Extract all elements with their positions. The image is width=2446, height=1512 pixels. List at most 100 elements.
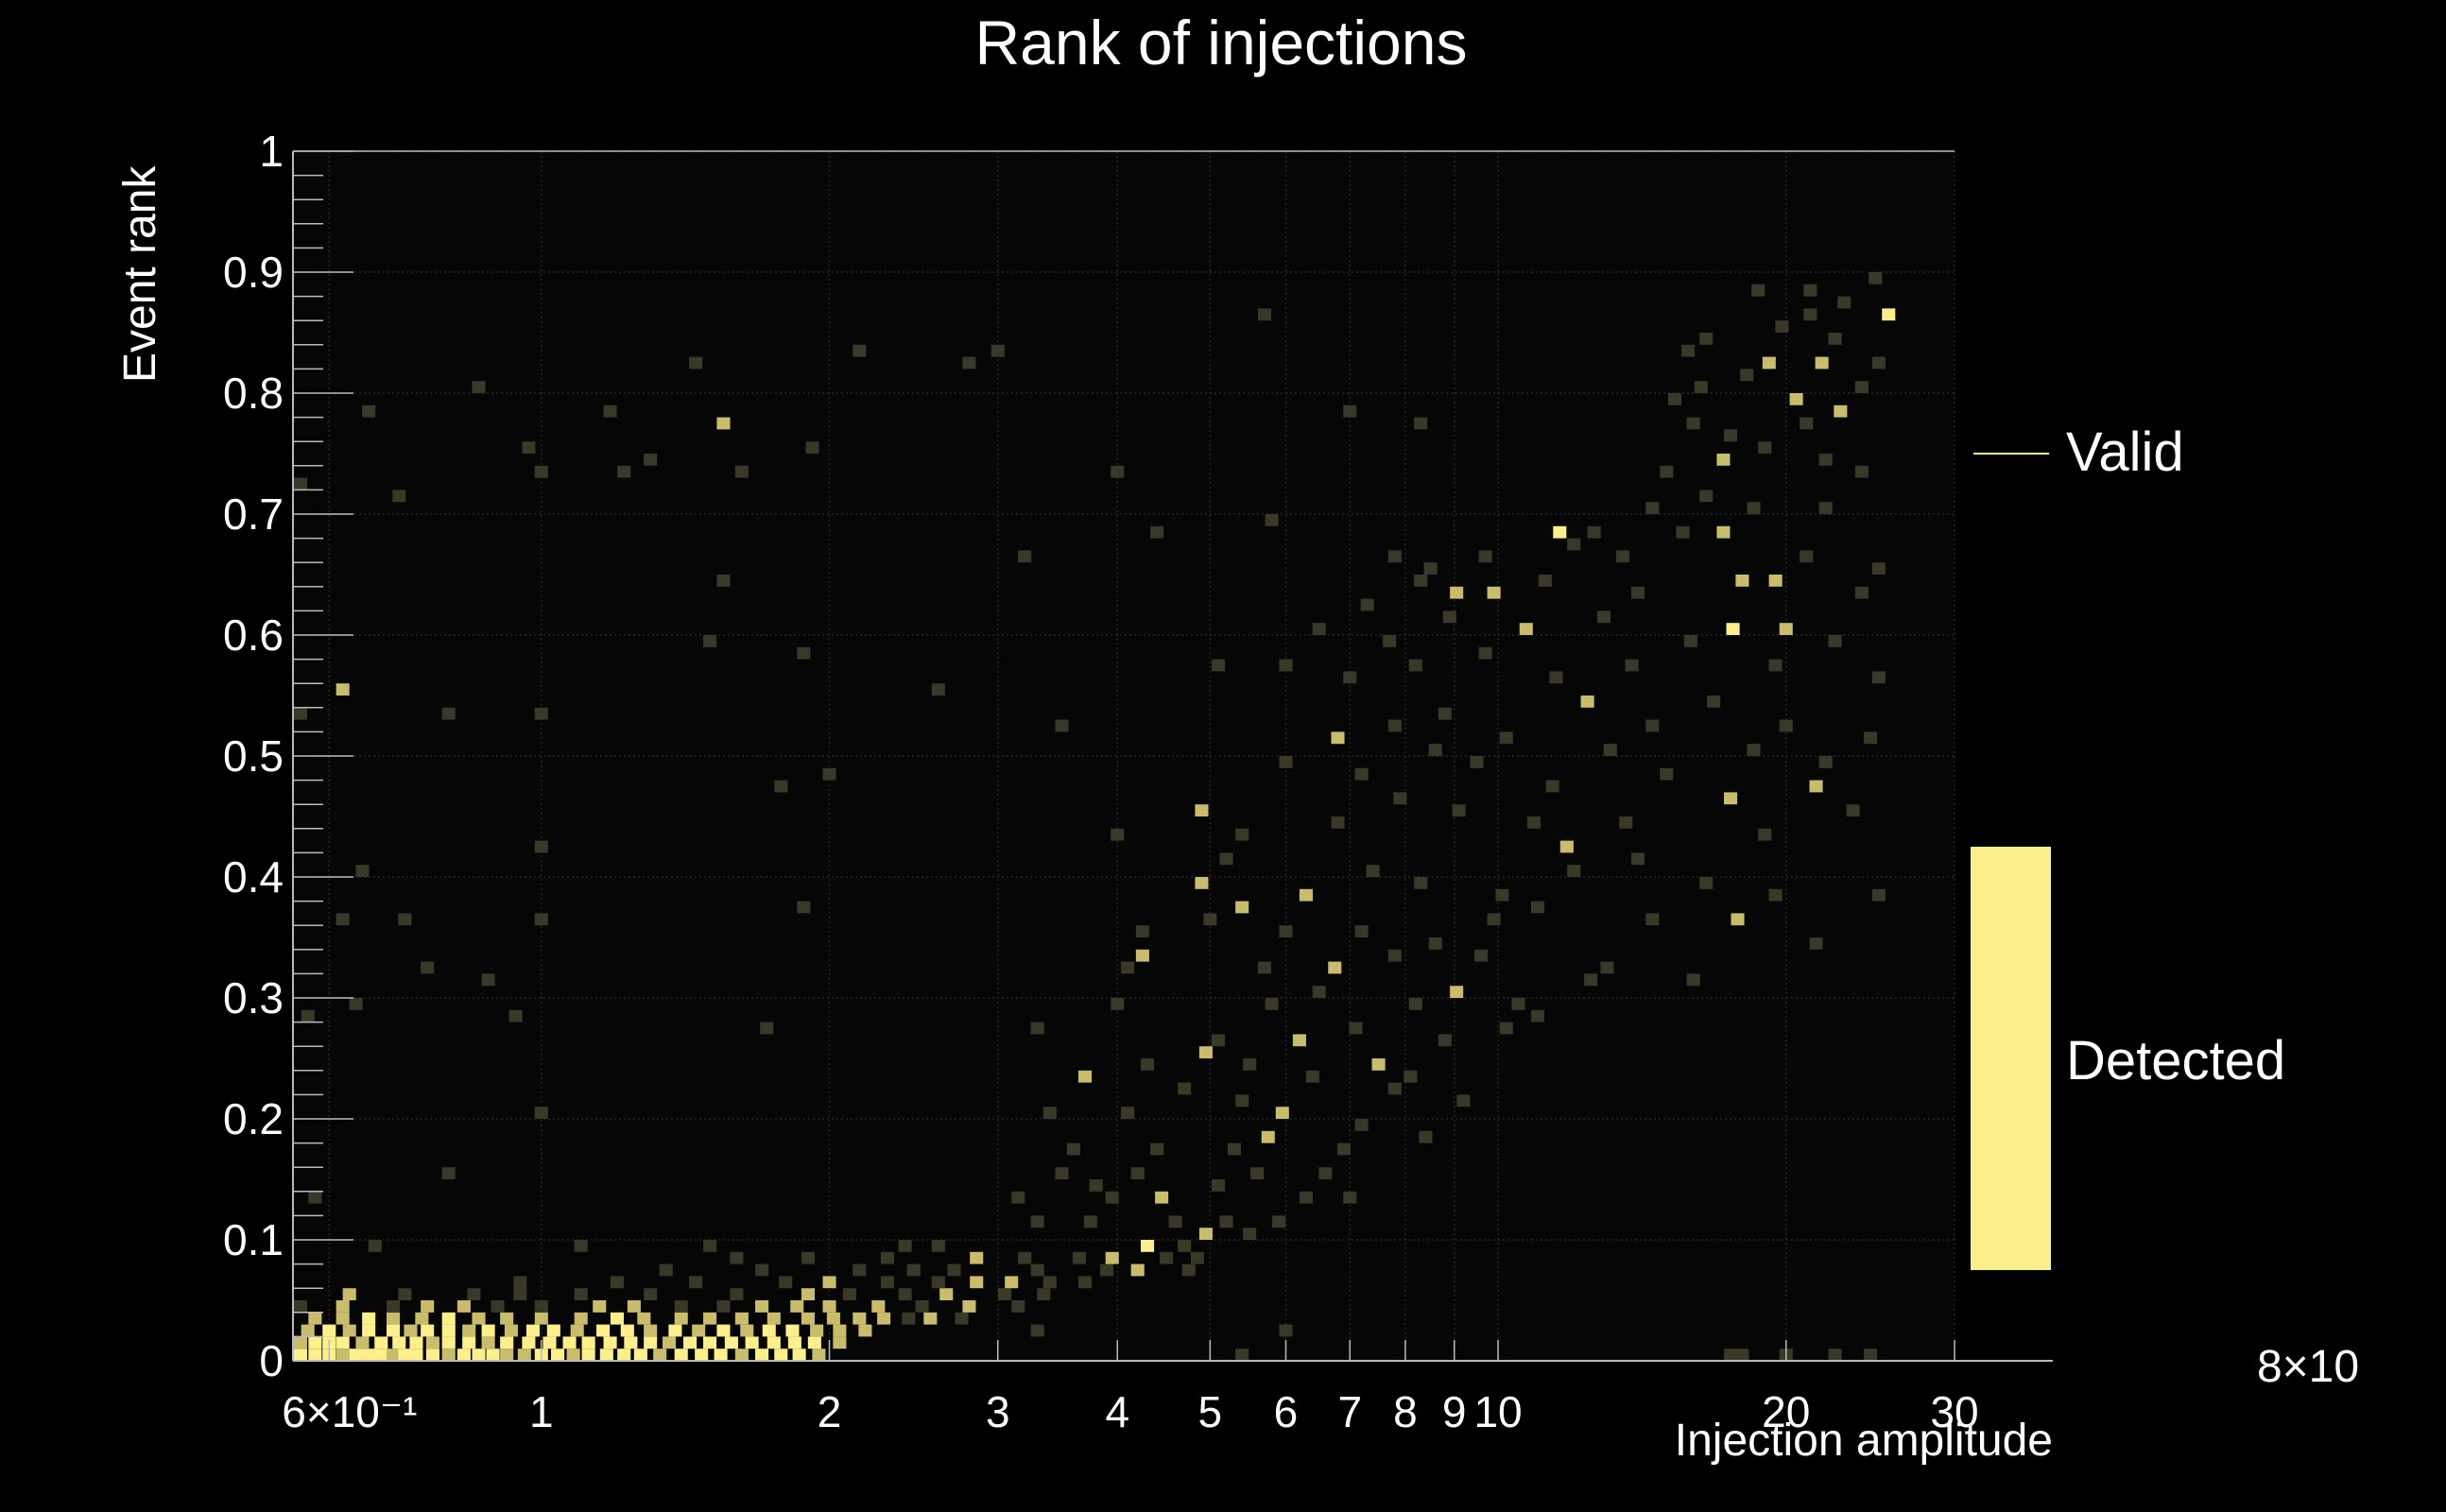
heatmap-cell	[1343, 404, 1357, 418]
heatmap-cell	[674, 1300, 688, 1313]
heatmap-cell	[931, 683, 945, 696]
heatmap-cell	[797, 901, 811, 914]
heatmap-cell	[1111, 828, 1125, 841]
heatmap-cell	[1871, 562, 1886, 575]
heatmap-cell	[525, 1324, 540, 1337]
heatmap-cell	[603, 404, 617, 418]
heatmap-cell	[362, 1312, 376, 1325]
heatmap-cell	[1387, 1082, 1402, 1095]
heatmap-cell	[472, 1349, 486, 1361]
heatmap-cell	[1871, 671, 1886, 684]
heatmap-cell	[990, 344, 1005, 357]
heatmap-cell	[1828, 333, 1842, 345]
heatmap-cell	[1042, 1276, 1057, 1289]
heatmap-cells	[293, 272, 1896, 1361]
legend-detected-swatch	[1971, 847, 2051, 1270]
heatmap-cell	[1135, 925, 1149, 937]
heatmap-cell	[534, 1300, 548, 1313]
heatmap-cell	[1181, 1263, 1196, 1277]
heatmap-cell	[336, 683, 350, 696]
heatmap-cell	[1219, 852, 1233, 866]
heatmap-cell	[293, 707, 307, 720]
heatmap-cell	[871, 1300, 886, 1313]
chart-title: Rank of injections	[975, 8, 1468, 77]
heatmap-cell	[1731, 913, 1745, 926]
heatmap-cell	[293, 1336, 307, 1349]
heatmap-cell	[1111, 465, 1125, 478]
heatmap-cell	[703, 1312, 717, 1325]
legend: Valid Detected	[1971, 421, 2285, 1270]
heatmap-cell	[1495, 888, 1509, 902]
heatmap-cell	[962, 356, 976, 369]
heatmap-cell	[1275, 1107, 1289, 1119]
heatmap-cell	[1404, 1070, 1418, 1083]
heatmap-cell	[534, 913, 548, 926]
heatmap-cell	[1619, 816, 1633, 829]
heatmap-cell	[1768, 659, 1783, 672]
heatmap-cell	[1387, 550, 1402, 563]
heatmap-cell	[504, 1324, 518, 1337]
heatmap-cell	[472, 381, 486, 393]
heatmap-cell	[653, 1349, 667, 1361]
heatmap-cell	[779, 1276, 793, 1289]
heatmap-cell	[336, 1300, 350, 1313]
heatmap-cell	[683, 1336, 698, 1349]
heatmap-cell	[822, 767, 836, 781]
heatmap-cell	[674, 1349, 688, 1361]
y-tick-label: 0.7	[223, 490, 284, 539]
heatmap-cell	[456, 1349, 471, 1361]
heatmap-cell	[734, 1349, 749, 1361]
heatmap-cell	[368, 1240, 382, 1252]
x-tick-label: 1	[529, 1387, 554, 1436]
heatmap-cell	[1265, 514, 1279, 526]
heatmap-cell	[1354, 767, 1369, 781]
heatmap-cell	[534, 465, 548, 478]
heatmap-cell	[1863, 1349, 1878, 1361]
heatmap-cell	[1882, 308, 1896, 321]
heatmap-cell	[792, 1349, 806, 1361]
heatmap-cell	[336, 913, 350, 926]
heatmap-cell	[534, 1107, 548, 1119]
heatmap-cell	[1499, 1022, 1513, 1035]
heatmap-cell	[801, 1312, 816, 1325]
heatmap-cell	[1243, 1058, 1257, 1071]
heatmap-cell	[939, 1288, 954, 1300]
heatmap-cell	[898, 1288, 912, 1300]
heatmap-cell	[1809, 780, 1823, 793]
heatmap-cell	[1854, 586, 1869, 599]
heatmap-cell	[1312, 623, 1326, 635]
heatmap-cell	[462, 1324, 476, 1337]
heatmap-cell	[1018, 1251, 1032, 1264]
heatmap-cell	[902, 1312, 916, 1325]
heatmap-cell	[562, 1336, 577, 1349]
heatmap-cell	[1526, 816, 1541, 829]
heatmap-cell	[1077, 1070, 1092, 1083]
heatmap-cell	[1530, 1009, 1544, 1022]
heatmap-cell	[1660, 465, 1674, 478]
heatmap-cell	[1066, 1143, 1080, 1156]
heatmap-cell	[355, 1336, 370, 1349]
heatmap-cell	[421, 961, 435, 974]
heatmap-cell	[826, 1312, 840, 1325]
heatmap-cell	[574, 1312, 588, 1325]
heatmap-cell	[1863, 731, 1878, 745]
heatmap-cell	[1257, 961, 1271, 974]
heatmap-cell	[617, 1349, 631, 1361]
heatmap-cell	[1871, 888, 1886, 902]
heatmap-cell	[362, 404, 376, 418]
heatmap-cell	[812, 1349, 826, 1361]
heatmap-cell	[1818, 502, 1833, 514]
heatmap-cell	[1800, 550, 1814, 563]
heatmap-cell	[703, 1240, 717, 1252]
heatmap-cell	[1168, 1215, 1182, 1228]
heatmap-cell	[1828, 635, 1842, 647]
heatmap-cell	[1567, 538, 1581, 551]
heatmap-cell	[1354, 925, 1369, 937]
heatmap-cell	[787, 1336, 801, 1349]
heatmap-cell	[1328, 961, 1342, 974]
heatmap-cell	[1299, 1191, 1313, 1204]
heatmap-cell	[522, 1336, 536, 1349]
heatmap-cell	[441, 1336, 456, 1349]
heatmap-cell	[386, 1312, 401, 1325]
heatmap-cell	[336, 1312, 350, 1325]
